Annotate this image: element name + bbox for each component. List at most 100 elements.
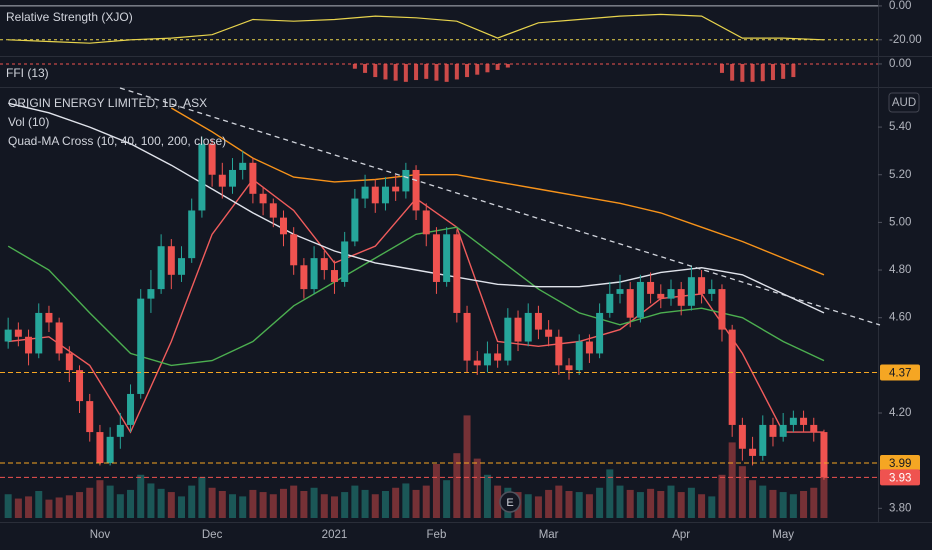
price-label-box	[880, 364, 920, 381]
volume-bar	[310, 487, 318, 518]
candle-body	[96, 432, 104, 464]
volume-bar	[381, 491, 389, 518]
candle-body	[157, 246, 165, 290]
bar	[434, 63, 439, 81]
candle-body	[596, 312, 604, 354]
candle-body	[320, 258, 328, 271]
volume-bar	[392, 487, 400, 518]
currency-badge	[888, 92, 920, 113]
y-tick-label: 5.40	[889, 121, 911, 133]
candle-body	[381, 186, 389, 204]
candle-body	[647, 281, 655, 294]
volume-bar	[269, 494, 277, 518]
bar	[740, 63, 745, 82]
candle-body	[269, 203, 277, 218]
candle-body	[769, 424, 777, 437]
bar	[414, 63, 419, 81]
candle-body	[290, 234, 298, 266]
volume-bar	[555, 485, 563, 518]
volume-bar	[789, 494, 797, 518]
volume-bar	[249, 489, 257, 518]
y-tick-label: 4.80	[889, 264, 911, 276]
volume-bar	[402, 483, 410, 518]
volume-bar	[718, 474, 726, 518]
bar	[791, 63, 796, 78]
volume-bar	[728, 442, 736, 518]
candle-body	[759, 424, 767, 456]
candle-body	[35, 312, 43, 354]
volume-bar	[626, 489, 634, 518]
candle-body	[463, 312, 471, 361]
volume-bar	[657, 491, 665, 518]
volume-bar	[820, 464, 828, 518]
volume-bar	[239, 496, 247, 518]
candle-body	[330, 270, 338, 282]
candle-body	[657, 293, 665, 299]
candle-body	[698, 277, 706, 294]
x-tick-label: Nov	[90, 529, 111, 541]
candle-body	[86, 401, 94, 433]
candle-body	[677, 289, 685, 306]
volume-bar	[412, 489, 420, 518]
candle-body	[4, 329, 12, 342]
currency-label: AUD	[892, 97, 916, 109]
candle-body	[483, 353, 491, 366]
candle-body	[667, 289, 675, 299]
candle-body	[473, 360, 481, 366]
volume-bar	[443, 480, 451, 518]
candle-body	[708, 289, 716, 294]
volume-bar	[800, 491, 808, 518]
candle-body	[443, 234, 451, 282]
event-circle	[499, 491, 521, 513]
y-tick-label: 0.00	[889, 58, 911, 70]
volume-bar	[14, 498, 22, 518]
candle-body	[453, 234, 461, 313]
bar	[475, 63, 480, 75]
volume-bar	[565, 491, 573, 518]
candle-body	[494, 353, 502, 361]
volume-bar	[147, 483, 155, 518]
candle-body	[585, 341, 593, 354]
candle-body	[616, 289, 624, 294]
y-tick-label: 5.20	[889, 169, 911, 181]
volume-bar	[86, 487, 94, 518]
volume-bar	[218, 491, 226, 518]
volume-bar	[596, 487, 604, 518]
volume-bar	[76, 492, 84, 518]
candle-body	[279, 217, 287, 235]
bar	[770, 63, 775, 81]
volume-bar	[494, 485, 502, 518]
candle-body	[412, 169, 420, 211]
candle-body	[606, 293, 614, 313]
volume-bar	[422, 485, 430, 518]
volume-bar	[677, 492, 685, 518]
candle-body	[167, 246, 175, 275]
candle-body	[25, 336, 33, 354]
candle-body	[249, 162, 257, 194]
candle-body	[341, 241, 349, 282]
bar	[454, 63, 459, 80]
volume-bar	[157, 488, 165, 518]
x-tick-label: Feb	[427, 529, 447, 541]
volume-bar	[259, 492, 267, 518]
bar	[505, 63, 510, 68]
volume-bar	[208, 487, 216, 518]
volume-bar	[647, 488, 655, 518]
bar	[760, 63, 765, 82]
candle-body	[106, 436, 114, 464]
candle-body	[147, 289, 155, 299]
volume-bar	[738, 466, 746, 518]
volume-bar	[636, 492, 644, 518]
bar	[495, 63, 500, 70]
x-tick-label: Mar	[539, 529, 559, 541]
volume-bar	[708, 496, 716, 518]
candle-body	[14, 329, 22, 337]
candle-body	[208, 143, 216, 175]
bar	[444, 63, 449, 82]
x-tick-label: May	[772, 529, 794, 541]
volume-bar	[749, 480, 757, 518]
candle-body	[229, 169, 237, 187]
bar	[373, 63, 378, 78]
volume-bar	[453, 453, 461, 518]
candle-body	[534, 312, 542, 330]
